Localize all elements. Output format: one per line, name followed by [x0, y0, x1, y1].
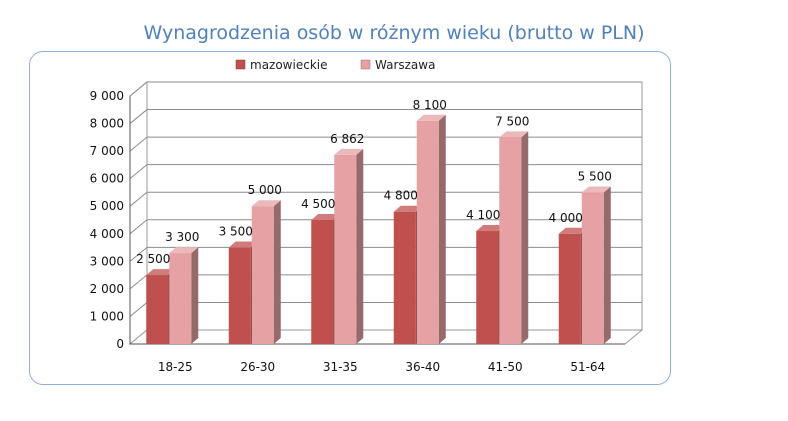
chart-title: Wynagrodzenia osób w różnym wieku (brutt… [143, 22, 645, 44]
bar-front [311, 220, 334, 344]
bar-side [438, 114, 446, 344]
bar-top [169, 247, 199, 254]
gridline [129, 81, 642, 97]
y-tick-label: 5 000 [90, 199, 124, 213]
bar-front [416, 120, 439, 344]
data-label: 8 100 [413, 98, 447, 112]
legend-label: Warszawa [375, 58, 435, 72]
bar-front [499, 137, 522, 344]
x-tick-label: 26-30 [240, 360, 275, 374]
bar-top [146, 269, 176, 276]
bar-front [393, 211, 416, 344]
bar-top [416, 114, 446, 121]
legend-swatch [235, 59, 246, 70]
data-label: 6 862 [330, 132, 364, 146]
x-tick-label: 18-25 [158, 360, 193, 374]
data-label: 3 500 [219, 225, 253, 239]
bar-top [476, 225, 506, 232]
x-tick-label: 36-40 [405, 360, 440, 374]
data-label: 2 500 [136, 252, 170, 266]
bar [251, 200, 281, 344]
x-tick-label: 41-50 [488, 360, 523, 374]
bar-front [169, 253, 192, 344]
y-tick-label: 6 000 [90, 172, 124, 186]
gridlines [129, 81, 642, 345]
bar-top [581, 186, 611, 193]
data-label: 7 500 [495, 114, 529, 128]
bar-top [499, 131, 529, 138]
x-axis-ticks: 18-25 26-30 31-35 36-40 41-50 51-64 [158, 360, 605, 374]
y-tick-label: 2 000 [90, 282, 124, 296]
y-tick-label: 7 000 [90, 144, 124, 158]
gridline [129, 191, 642, 207]
bar-front [228, 247, 251, 344]
bar-front [146, 275, 169, 344]
data-label: 5 000 [248, 183, 282, 197]
y-tick-label: 3 000 [90, 254, 124, 268]
y-axis-ticks: 0 1 000 2 000 3 000 4 000 5 000 6 000 7 000 8 00… [90, 89, 124, 351]
legend-label: mazowieckie [250, 58, 327, 72]
legend: mazowieckie Warszawa [235, 58, 435, 72]
bar-front [476, 231, 499, 344]
bar [499, 131, 529, 344]
bar-side [356, 148, 364, 344]
bars [146, 114, 611, 344]
bar-front [251, 206, 274, 344]
data-label: 3 300 [165, 230, 199, 244]
data-label: 4 500 [301, 197, 335, 211]
bar-side [273, 200, 281, 344]
bar-side [603, 186, 611, 344]
bar-front [581, 192, 604, 344]
bar-top [334, 148, 364, 155]
data-labels: 2 500 3 300 3 500 5 000 4 500 6 862 4 800 8 100… [136, 98, 612, 266]
bar-top [251, 200, 281, 207]
y-tick-label: 4 000 [90, 227, 124, 241]
data-label: 4 000 [549, 211, 583, 225]
bar-top [228, 241, 258, 248]
bar-front [334, 154, 357, 344]
legend-swatch [360, 59, 371, 70]
bar [581, 186, 611, 344]
bar-top [558, 227, 588, 234]
y-tick-label: 9 000 [90, 89, 124, 103]
x-tick-label: 31-35 [323, 360, 358, 374]
bar-front [558, 233, 581, 344]
data-label: 4 800 [384, 189, 418, 203]
x-tick-label: 51-64 [570, 360, 605, 374]
data-label: 4 100 [466, 208, 500, 222]
bar-side [521, 131, 529, 344]
y-tick-label: 8 000 [90, 117, 124, 131]
bar-top [393, 205, 423, 212]
bar [416, 114, 446, 344]
y-tick-label: 0 [116, 337, 124, 351]
gridline [129, 109, 642, 124]
gridline [129, 164, 642, 180]
bar [169, 247, 199, 344]
data-label: 5 500 [578, 169, 612, 183]
bar [334, 148, 364, 344]
gridline [129, 219, 642, 235]
bar-side [191, 247, 199, 344]
y-tick-label: 1 000 [90, 309, 124, 323]
bar-top [311, 214, 341, 220]
gridline [129, 136, 642, 152]
